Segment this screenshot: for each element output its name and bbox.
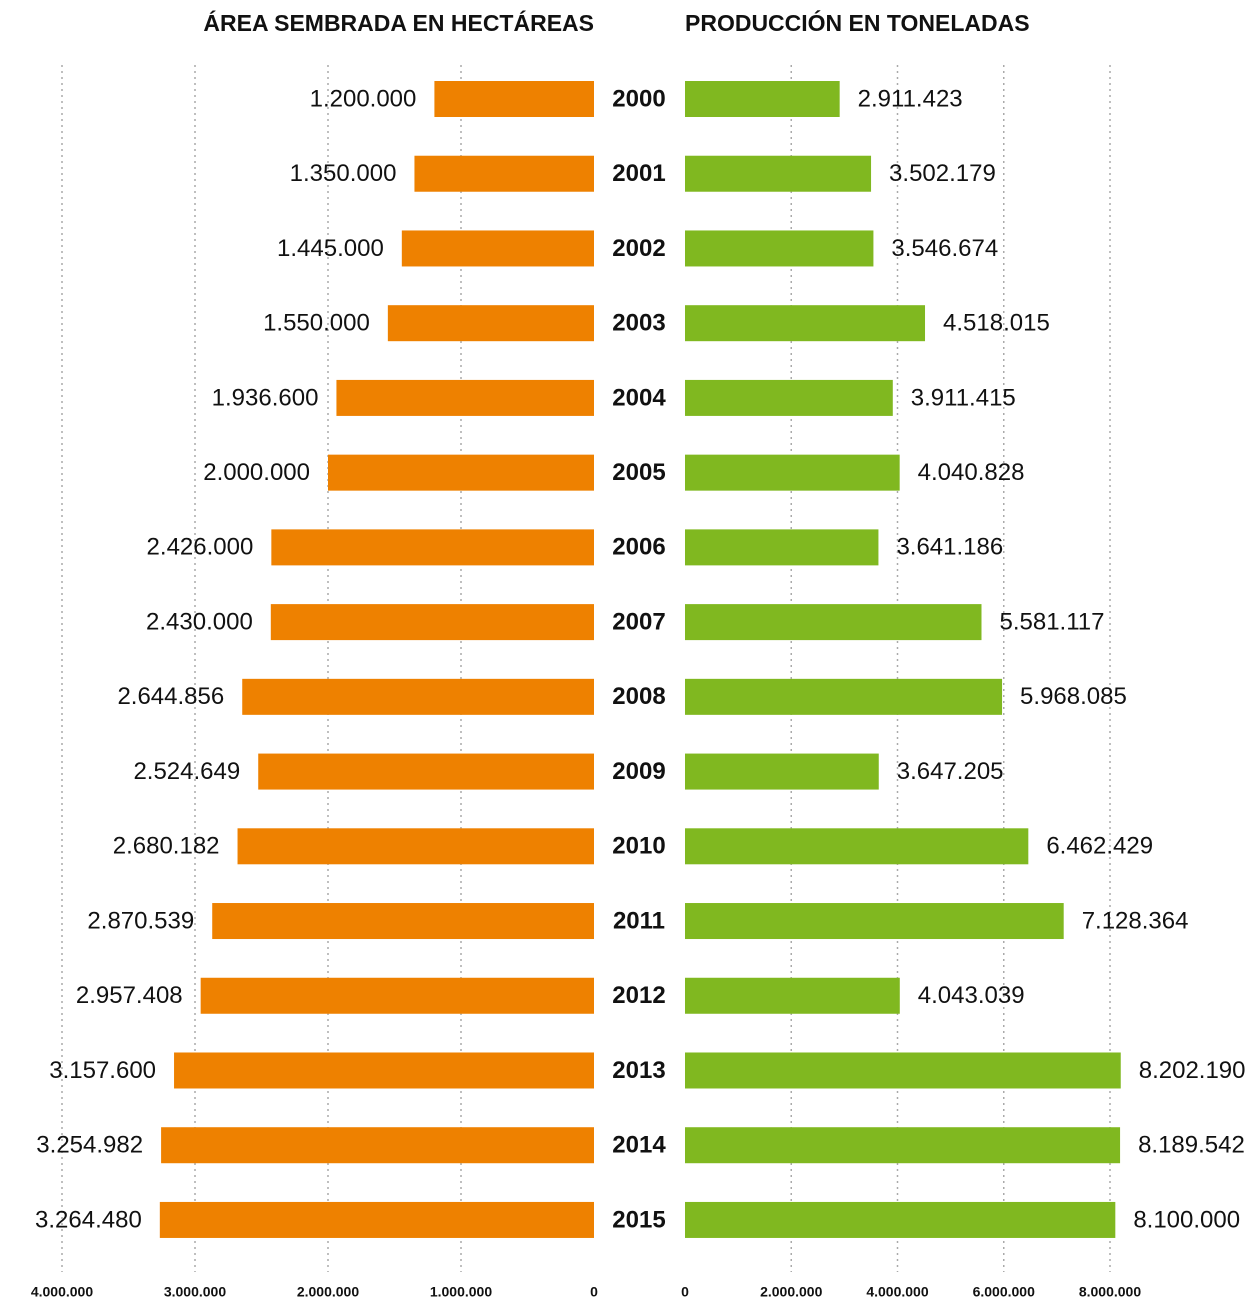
value-label: 2.911.423 bbox=[858, 85, 963, 112]
y-tick-label: 2005 bbox=[612, 459, 665, 486]
value-label: 7.128.364 bbox=[1082, 907, 1189, 934]
bar bbox=[401, 230, 594, 267]
value-label: 1.936.600 bbox=[212, 384, 319, 411]
bar bbox=[200, 977, 594, 1014]
value-label: 4.518.015 bbox=[943, 310, 1050, 337]
y-tick-label: 2004 bbox=[612, 384, 666, 411]
value-label: 3.911.415 bbox=[911, 384, 1016, 411]
x-tick-label: 4.000.000 bbox=[866, 1284, 928, 1300]
chart-title: PRODUCCIÓN EN TONELADAS bbox=[685, 9, 1030, 36]
y-tick-label: 2014 bbox=[612, 1132, 666, 1159]
bar bbox=[685, 81, 840, 117]
value-label: 2.430.000 bbox=[146, 608, 253, 635]
bar bbox=[685, 305, 926, 342]
y-tick-label: 2001 bbox=[612, 160, 665, 187]
value-label: 2.644.856 bbox=[117, 683, 224, 710]
value-label: 1.350.000 bbox=[290, 160, 397, 187]
y-tick-label: 2009 bbox=[612, 758, 665, 785]
x-tick-label: 1.000.000 bbox=[430, 1284, 492, 1300]
value-label: 3.157.600 bbox=[49, 1057, 156, 1084]
y-tick-label: 2012 bbox=[612, 982, 665, 1009]
y-tick-label: 2013 bbox=[612, 1057, 665, 1084]
bar bbox=[434, 81, 594, 117]
y-tick-label: 2007 bbox=[612, 608, 665, 635]
value-label: 8.202.190 bbox=[1139, 1057, 1246, 1084]
value-label: 3.641.186 bbox=[896, 534, 1003, 561]
value-label: 5.968.085 bbox=[1020, 683, 1127, 710]
x-tick-label: 0 bbox=[681, 1284, 689, 1300]
value-label: 3.502.179 bbox=[889, 160, 996, 187]
bar bbox=[685, 977, 900, 1014]
bar bbox=[387, 305, 594, 342]
value-label: 2.680.182 bbox=[113, 833, 220, 860]
bar bbox=[685, 903, 1064, 940]
y-tick-label: 2002 bbox=[612, 235, 665, 262]
x-tick-label: 0 bbox=[590, 1284, 598, 1300]
value-label: 2.957.408 bbox=[76, 982, 183, 1009]
bar bbox=[685, 155, 872, 192]
value-label: 1.550.000 bbox=[263, 310, 370, 337]
value-label: 3.546.674 bbox=[891, 235, 998, 262]
y-tick-label: 2011 bbox=[613, 907, 665, 934]
value-label: 1.445.000 bbox=[277, 235, 384, 262]
bar bbox=[685, 1201, 1116, 1238]
bar bbox=[685, 230, 874, 267]
x-tick-label: 8.000.000 bbox=[1079, 1284, 1141, 1300]
value-label: 6.462.429 bbox=[1046, 833, 1153, 860]
y-tick-label: 2006 bbox=[612, 534, 665, 561]
bar bbox=[414, 155, 594, 192]
value-label: 3.264.480 bbox=[35, 1206, 142, 1233]
bar bbox=[174, 1052, 595, 1089]
bar bbox=[685, 454, 900, 491]
y-tick-label: 2008 bbox=[612, 683, 665, 710]
bar bbox=[271, 529, 594, 566]
bar bbox=[328, 454, 594, 491]
value-label: 3.647.205 bbox=[897, 758, 1004, 785]
value-label: 2.000.000 bbox=[203, 459, 310, 486]
x-tick-label: 3.000.000 bbox=[164, 1284, 226, 1300]
x-tick-label: 2.000.000 bbox=[760, 1284, 822, 1300]
value-label: 5.581.117 bbox=[999, 608, 1104, 635]
y-tick-label: 2010 bbox=[612, 833, 665, 860]
bar bbox=[685, 1127, 1121, 1164]
bar bbox=[685, 753, 879, 790]
value-label: 8.189.542 bbox=[1138, 1132, 1245, 1159]
value-label: 2.524.649 bbox=[133, 758, 240, 785]
x-tick-label: 2.000.000 bbox=[297, 1284, 359, 1300]
value-label: 1.200.000 bbox=[310, 85, 417, 112]
value-label: 4.040.828 bbox=[918, 459, 1025, 486]
chart-title: ÁREA SEMBRADA EN HECTÁREAS bbox=[203, 9, 594, 36]
value-label: 4.043.039 bbox=[918, 982, 1025, 1009]
bar bbox=[685, 604, 982, 641]
bar bbox=[685, 379, 893, 416]
bar bbox=[159, 1201, 594, 1238]
bar bbox=[685, 1052, 1121, 1089]
value-label: 2.870.539 bbox=[87, 907, 194, 934]
bar bbox=[336, 379, 594, 416]
x-tick-label: 4.000.000 bbox=[31, 1284, 93, 1300]
bar bbox=[242, 678, 595, 715]
bar bbox=[161, 1127, 594, 1164]
y-tick-label: 2000 bbox=[612, 85, 665, 112]
value-label: 8.100.000 bbox=[1133, 1206, 1240, 1233]
value-label: 3.254.982 bbox=[36, 1132, 143, 1159]
bar bbox=[685, 678, 1003, 715]
y-tick-label: 2003 bbox=[612, 310, 665, 337]
bar bbox=[685, 529, 879, 566]
bar bbox=[685, 828, 1029, 865]
value-label: 2.426.000 bbox=[147, 534, 254, 561]
bar bbox=[258, 753, 594, 790]
y-tick-label: 2015 bbox=[612, 1206, 665, 1233]
bar bbox=[270, 604, 594, 641]
bar bbox=[212, 903, 594, 940]
bar bbox=[237, 828, 594, 865]
x-tick-label: 6.000.000 bbox=[973, 1284, 1035, 1300]
